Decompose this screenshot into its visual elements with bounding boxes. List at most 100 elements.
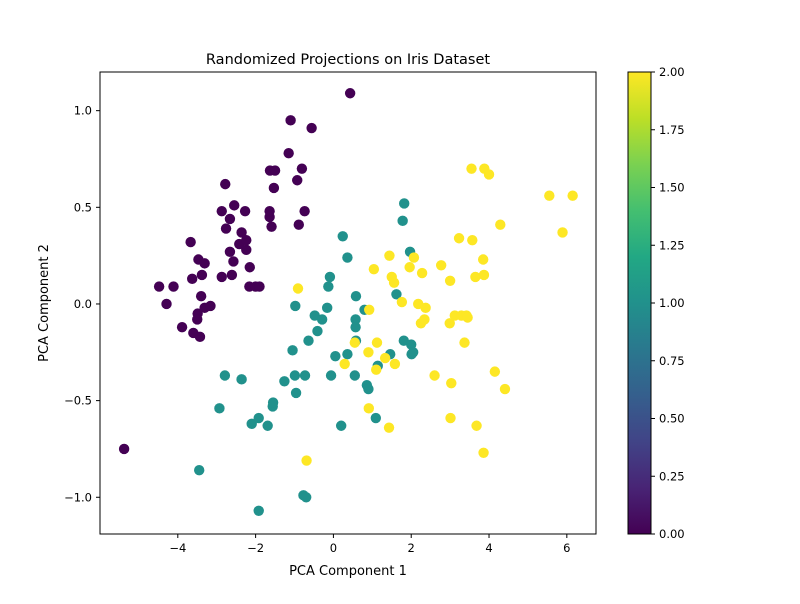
scatter-point xyxy=(470,271,481,283)
scatter-point xyxy=(290,300,301,312)
scatter-point xyxy=(544,190,555,201)
y-tick-label: 0.0 xyxy=(74,297,92,311)
scatter-point xyxy=(397,215,408,227)
scatter-point xyxy=(287,345,298,356)
colorbar-tick-label: 0.75 xyxy=(659,354,685,368)
scatter-point xyxy=(185,236,196,248)
scatter-point xyxy=(228,256,239,267)
scatter-point xyxy=(383,422,395,433)
colorbar-tick-label: 1.50 xyxy=(659,181,685,195)
scatter-point xyxy=(176,321,188,333)
scatter-point xyxy=(205,300,216,312)
scatter-point xyxy=(364,304,375,315)
scatter-point xyxy=(399,198,410,209)
scatter-point xyxy=(337,231,348,242)
scatter-point xyxy=(324,271,336,283)
scatter-point xyxy=(267,397,279,408)
scatter-point xyxy=(301,455,312,466)
scatter-point xyxy=(379,352,391,364)
scatter-point xyxy=(363,383,374,395)
scatter-point xyxy=(289,370,301,381)
scatter-point xyxy=(253,505,264,516)
x-tick-label: 6 xyxy=(563,541,570,555)
scatter-point xyxy=(407,347,419,358)
scatter-point xyxy=(283,147,294,159)
y-axis: −1.0 −0.5 0.0 0.5 1.0 xyxy=(64,104,100,504)
scatter-point xyxy=(292,283,304,294)
scatter-point xyxy=(446,378,457,389)
scatter-point xyxy=(306,122,317,134)
scatter-point xyxy=(335,420,347,431)
scatter-point xyxy=(194,331,206,343)
scatter-point xyxy=(246,418,257,430)
scatter-point xyxy=(477,254,489,265)
scatter-point xyxy=(471,420,482,431)
scatter-point xyxy=(445,412,456,424)
scatter-point xyxy=(224,213,236,225)
scatter-point xyxy=(299,370,311,381)
scatter-point xyxy=(416,267,428,279)
scatter-point xyxy=(195,291,207,302)
scatter-point xyxy=(567,190,578,201)
scatter-point xyxy=(216,205,227,217)
scatter-point xyxy=(495,219,506,230)
scatter-point xyxy=(290,387,302,399)
scatter-point xyxy=(192,314,203,325)
scatter-point xyxy=(303,335,314,346)
scatter-point xyxy=(499,383,511,395)
y-tick-label: 0.5 xyxy=(74,200,92,214)
x-axis: −4 −2 0 2 4 6 xyxy=(169,534,570,555)
scatter-point xyxy=(344,88,356,99)
y-tick-label: 1.0 xyxy=(74,104,92,118)
scatter-point xyxy=(323,281,334,292)
scatter-point xyxy=(444,275,456,286)
x-tick-label: 2 xyxy=(408,541,415,555)
scatter-point xyxy=(350,321,361,333)
colorbar-tick-label: 0.00 xyxy=(659,527,685,541)
plot-frame xyxy=(99,71,597,535)
scatter-point xyxy=(266,221,277,232)
scatter-point xyxy=(483,169,495,180)
y-tick-label: −1.0 xyxy=(64,490,92,504)
scatter-point xyxy=(389,358,401,370)
x-tick-label: −4 xyxy=(169,541,186,555)
scatter-point xyxy=(396,296,408,308)
scatter-point xyxy=(435,260,447,271)
scatter-point xyxy=(420,302,431,314)
scatter-point xyxy=(269,165,281,176)
scatter-point xyxy=(339,358,350,370)
scatter-point xyxy=(268,182,280,194)
scatter-point xyxy=(153,281,165,292)
scatter-point xyxy=(321,302,333,314)
scatter-point xyxy=(370,412,382,424)
scatter-point xyxy=(316,314,328,325)
scatter-point xyxy=(444,318,455,329)
scatter-point xyxy=(264,205,275,217)
scatter-point xyxy=(312,325,323,337)
x-axis-label: PCA Component 1 xyxy=(289,564,407,579)
scatter-point xyxy=(489,366,501,377)
scatter-point xyxy=(220,178,231,190)
scatter-point xyxy=(371,337,383,348)
scatter-point xyxy=(187,273,198,285)
points-layer xyxy=(118,88,578,516)
scatter-point xyxy=(363,347,374,358)
scatter-point xyxy=(216,271,227,283)
scatter-point xyxy=(194,465,205,476)
scatter-point xyxy=(330,350,341,362)
x-tick-label: −2 xyxy=(247,541,264,555)
x-tick-label: 0 xyxy=(330,541,337,555)
scatter-point xyxy=(244,262,255,273)
colorbar-axis: 0.00 0.25 0.50 0.75 1.00 1.25 1.50 1.75 2.00 xyxy=(651,65,685,541)
colorbar xyxy=(627,71,652,535)
scatter-point xyxy=(478,269,490,281)
x-tick-label: 4 xyxy=(485,541,492,555)
scatter-point xyxy=(161,298,172,310)
colorbar-tick-label: 0.25 xyxy=(659,469,685,483)
scatter-point xyxy=(459,337,470,348)
scatter-point xyxy=(239,205,251,217)
scatter-point xyxy=(342,349,353,360)
scatter-point xyxy=(285,115,296,126)
scatter-point xyxy=(350,291,362,302)
